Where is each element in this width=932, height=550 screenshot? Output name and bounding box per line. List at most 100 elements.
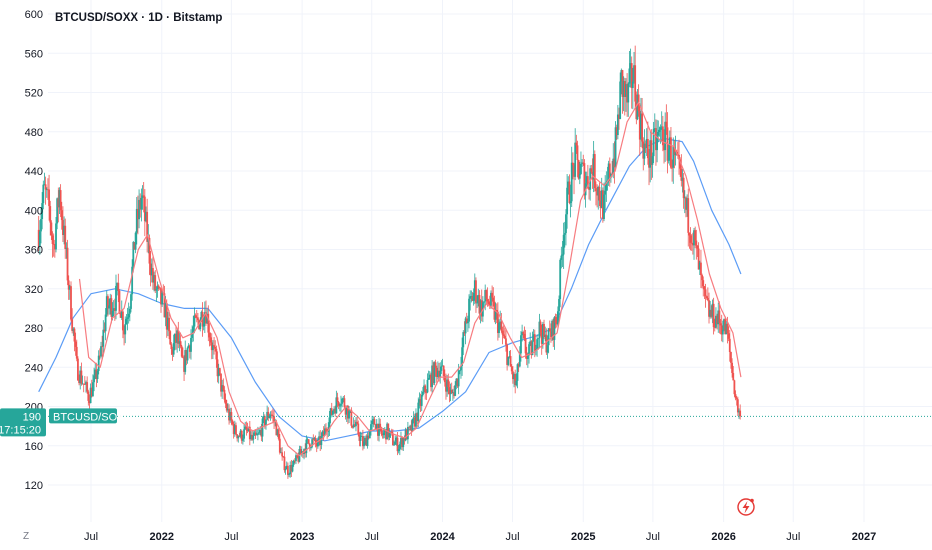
candle-body bbox=[545, 334, 548, 353]
candlestick-series bbox=[37, 45, 742, 479]
candle-body bbox=[472, 292, 475, 301]
candle-body bbox=[330, 408, 333, 415]
candle-body bbox=[214, 347, 217, 349]
candle-body bbox=[718, 310, 721, 324]
candle-body bbox=[453, 392, 455, 396]
candle-body bbox=[306, 439, 309, 441]
candle-body bbox=[461, 347, 464, 366]
candle-body bbox=[284, 469, 287, 471]
candle-body bbox=[100, 346, 102, 357]
candle-body bbox=[40, 219, 42, 232]
candle-body bbox=[412, 417, 415, 419]
candle-body bbox=[648, 158, 650, 168]
candle-body bbox=[287, 465, 289, 475]
candle-body bbox=[577, 160, 580, 179]
candle-body bbox=[388, 432, 391, 438]
candle-body bbox=[307, 439, 310, 444]
candle-body bbox=[119, 313, 122, 318]
candle-body bbox=[172, 343, 175, 355]
candle-body bbox=[533, 334, 536, 351]
candle-body bbox=[98, 355, 101, 357]
x-tick-label: Jul bbox=[646, 531, 660, 543]
candle-body bbox=[184, 350, 187, 372]
candle-body bbox=[599, 200, 602, 208]
candle-body bbox=[680, 168, 683, 181]
candle-body bbox=[395, 437, 398, 442]
candle-body bbox=[45, 189, 48, 191]
candle-body bbox=[220, 373, 222, 392]
candle-body bbox=[322, 431, 325, 436]
candle-body bbox=[509, 356, 512, 367]
candle-body bbox=[635, 101, 638, 120]
candle-body bbox=[138, 199, 140, 220]
candle-body bbox=[473, 280, 476, 293]
candle-body bbox=[586, 176, 589, 188]
candle-body bbox=[374, 424, 377, 429]
candle-body bbox=[622, 81, 625, 97]
candle-body bbox=[131, 266, 134, 295]
candle-body bbox=[285, 465, 288, 470]
candle-body bbox=[163, 293, 166, 318]
candle-body bbox=[592, 154, 595, 180]
candle-body bbox=[650, 140, 653, 165]
lightning-icon[interactable] bbox=[737, 498, 755, 516]
candle-body bbox=[694, 230, 697, 241]
candle-body bbox=[490, 292, 492, 306]
candle-body bbox=[65, 247, 68, 249]
candle-body bbox=[334, 408, 337, 414]
candle-body bbox=[477, 294, 480, 303]
candle-body bbox=[466, 321, 469, 324]
candle-body bbox=[656, 135, 658, 151]
candle-body bbox=[340, 403, 342, 406]
candle-body bbox=[597, 186, 600, 196]
candle-body bbox=[101, 346, 104, 348]
candle-body bbox=[247, 426, 250, 432]
candle-body bbox=[216, 359, 219, 377]
candle-body bbox=[367, 435, 370, 439]
candle-body bbox=[525, 353, 528, 359]
candle-body bbox=[723, 319, 725, 331]
candle-body bbox=[145, 211, 147, 222]
candle-body bbox=[498, 322, 500, 334]
candle-body bbox=[668, 137, 671, 150]
candle-body bbox=[173, 333, 176, 344]
candle-body bbox=[728, 338, 731, 353]
candle-body bbox=[92, 382, 94, 397]
x-tick-label: Jul bbox=[505, 531, 519, 543]
candle-body bbox=[262, 416, 265, 419]
candle-body bbox=[649, 140, 652, 168]
candle-body bbox=[541, 323, 544, 344]
candle-body bbox=[315, 443, 318, 447]
candle-body bbox=[719, 323, 722, 326]
candle-body bbox=[528, 344, 530, 356]
candle-body bbox=[376, 423, 379, 436]
candle-body bbox=[365, 437, 368, 447]
candle-body bbox=[371, 420, 374, 425]
candle-body bbox=[67, 280, 70, 290]
candle-body bbox=[227, 408, 229, 411]
grid-lines bbox=[48, 0, 932, 522]
candle-body bbox=[245, 426, 248, 430]
candle-body bbox=[653, 128, 656, 129]
candle-body bbox=[139, 199, 142, 210]
candle-body bbox=[141, 195, 144, 198]
candle-body bbox=[254, 432, 257, 435]
candle-body bbox=[183, 357, 185, 372]
candle-body bbox=[168, 317, 170, 332]
candle-body bbox=[51, 235, 54, 244]
candle-body bbox=[258, 432, 260, 434]
candle-body bbox=[697, 248, 700, 270]
candle-body bbox=[343, 398, 346, 408]
candle-body bbox=[573, 165, 575, 177]
candle-body bbox=[721, 330, 724, 335]
candle-body bbox=[561, 254, 564, 256]
candle-body bbox=[621, 70, 624, 97]
candle-body bbox=[105, 296, 108, 315]
x-tick-label: 2027 bbox=[852, 531, 876, 543]
candle-body bbox=[140, 197, 143, 210]
candle-body bbox=[427, 377, 430, 380]
candle-body bbox=[57, 198, 60, 208]
candle-body bbox=[503, 335, 506, 339]
candle-body bbox=[480, 300, 483, 317]
